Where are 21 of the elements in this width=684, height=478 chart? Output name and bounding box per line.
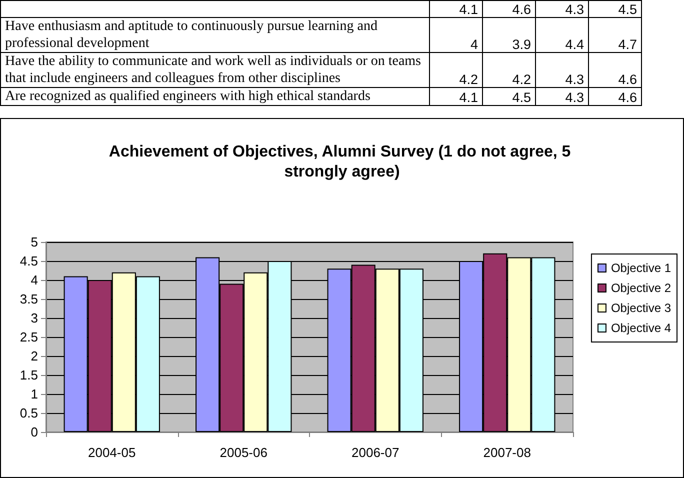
legend-label: Objective 3: [610, 301, 672, 315]
legend-label: Objective 2: [610, 281, 672, 295]
x-tick-label: 2005-06: [220, 445, 268, 460]
legend-label: Objective 1: [610, 261, 672, 275]
y-tick-label: 5: [30, 234, 38, 250]
x-tick-label: 2006-07: [352, 445, 400, 460]
x-tick-label: 2007-08: [483, 445, 531, 460]
y-tick-label: 2: [30, 348, 38, 364]
chart-title: Achievement of Objectives, Alumni Survey (1 do not agree, 5 strongly agree): [108, 144, 576, 180]
legend-label: Objective 4: [610, 321, 672, 335]
y-tick-label: 0: [30, 424, 38, 440]
y-tick-label: 4: [30, 272, 38, 288]
y-tick-label: 3: [30, 310, 38, 326]
data-table: 4.1 4.6 4.3 4.5 Have enthusiasm and aptitude to continuously pursue learning and professional development 4 3.9 4.4 4.7 Have the ability to communicate and work well as individuals or on teams that include engineers and colleagues from other disciplines 4.2 4.2 4.3 4.6 Are recognized as qualified engineers with high ethical standards 4.1 4.5 4.3 4.6: [0, 0, 642, 106]
y-tick-label: 2.5: [20, 330, 38, 344]
y-tick-label: 1.5: [20, 368, 38, 382]
y-tick-label: 3.5: [20, 292, 38, 306]
y-tick-label: 0.5: [20, 406, 38, 420]
y-tick-label: 4.5: [20, 254, 38, 268]
x-tick-label: 2004-05: [88, 445, 136, 460]
y-tick-label: 1: [30, 386, 38, 402]
